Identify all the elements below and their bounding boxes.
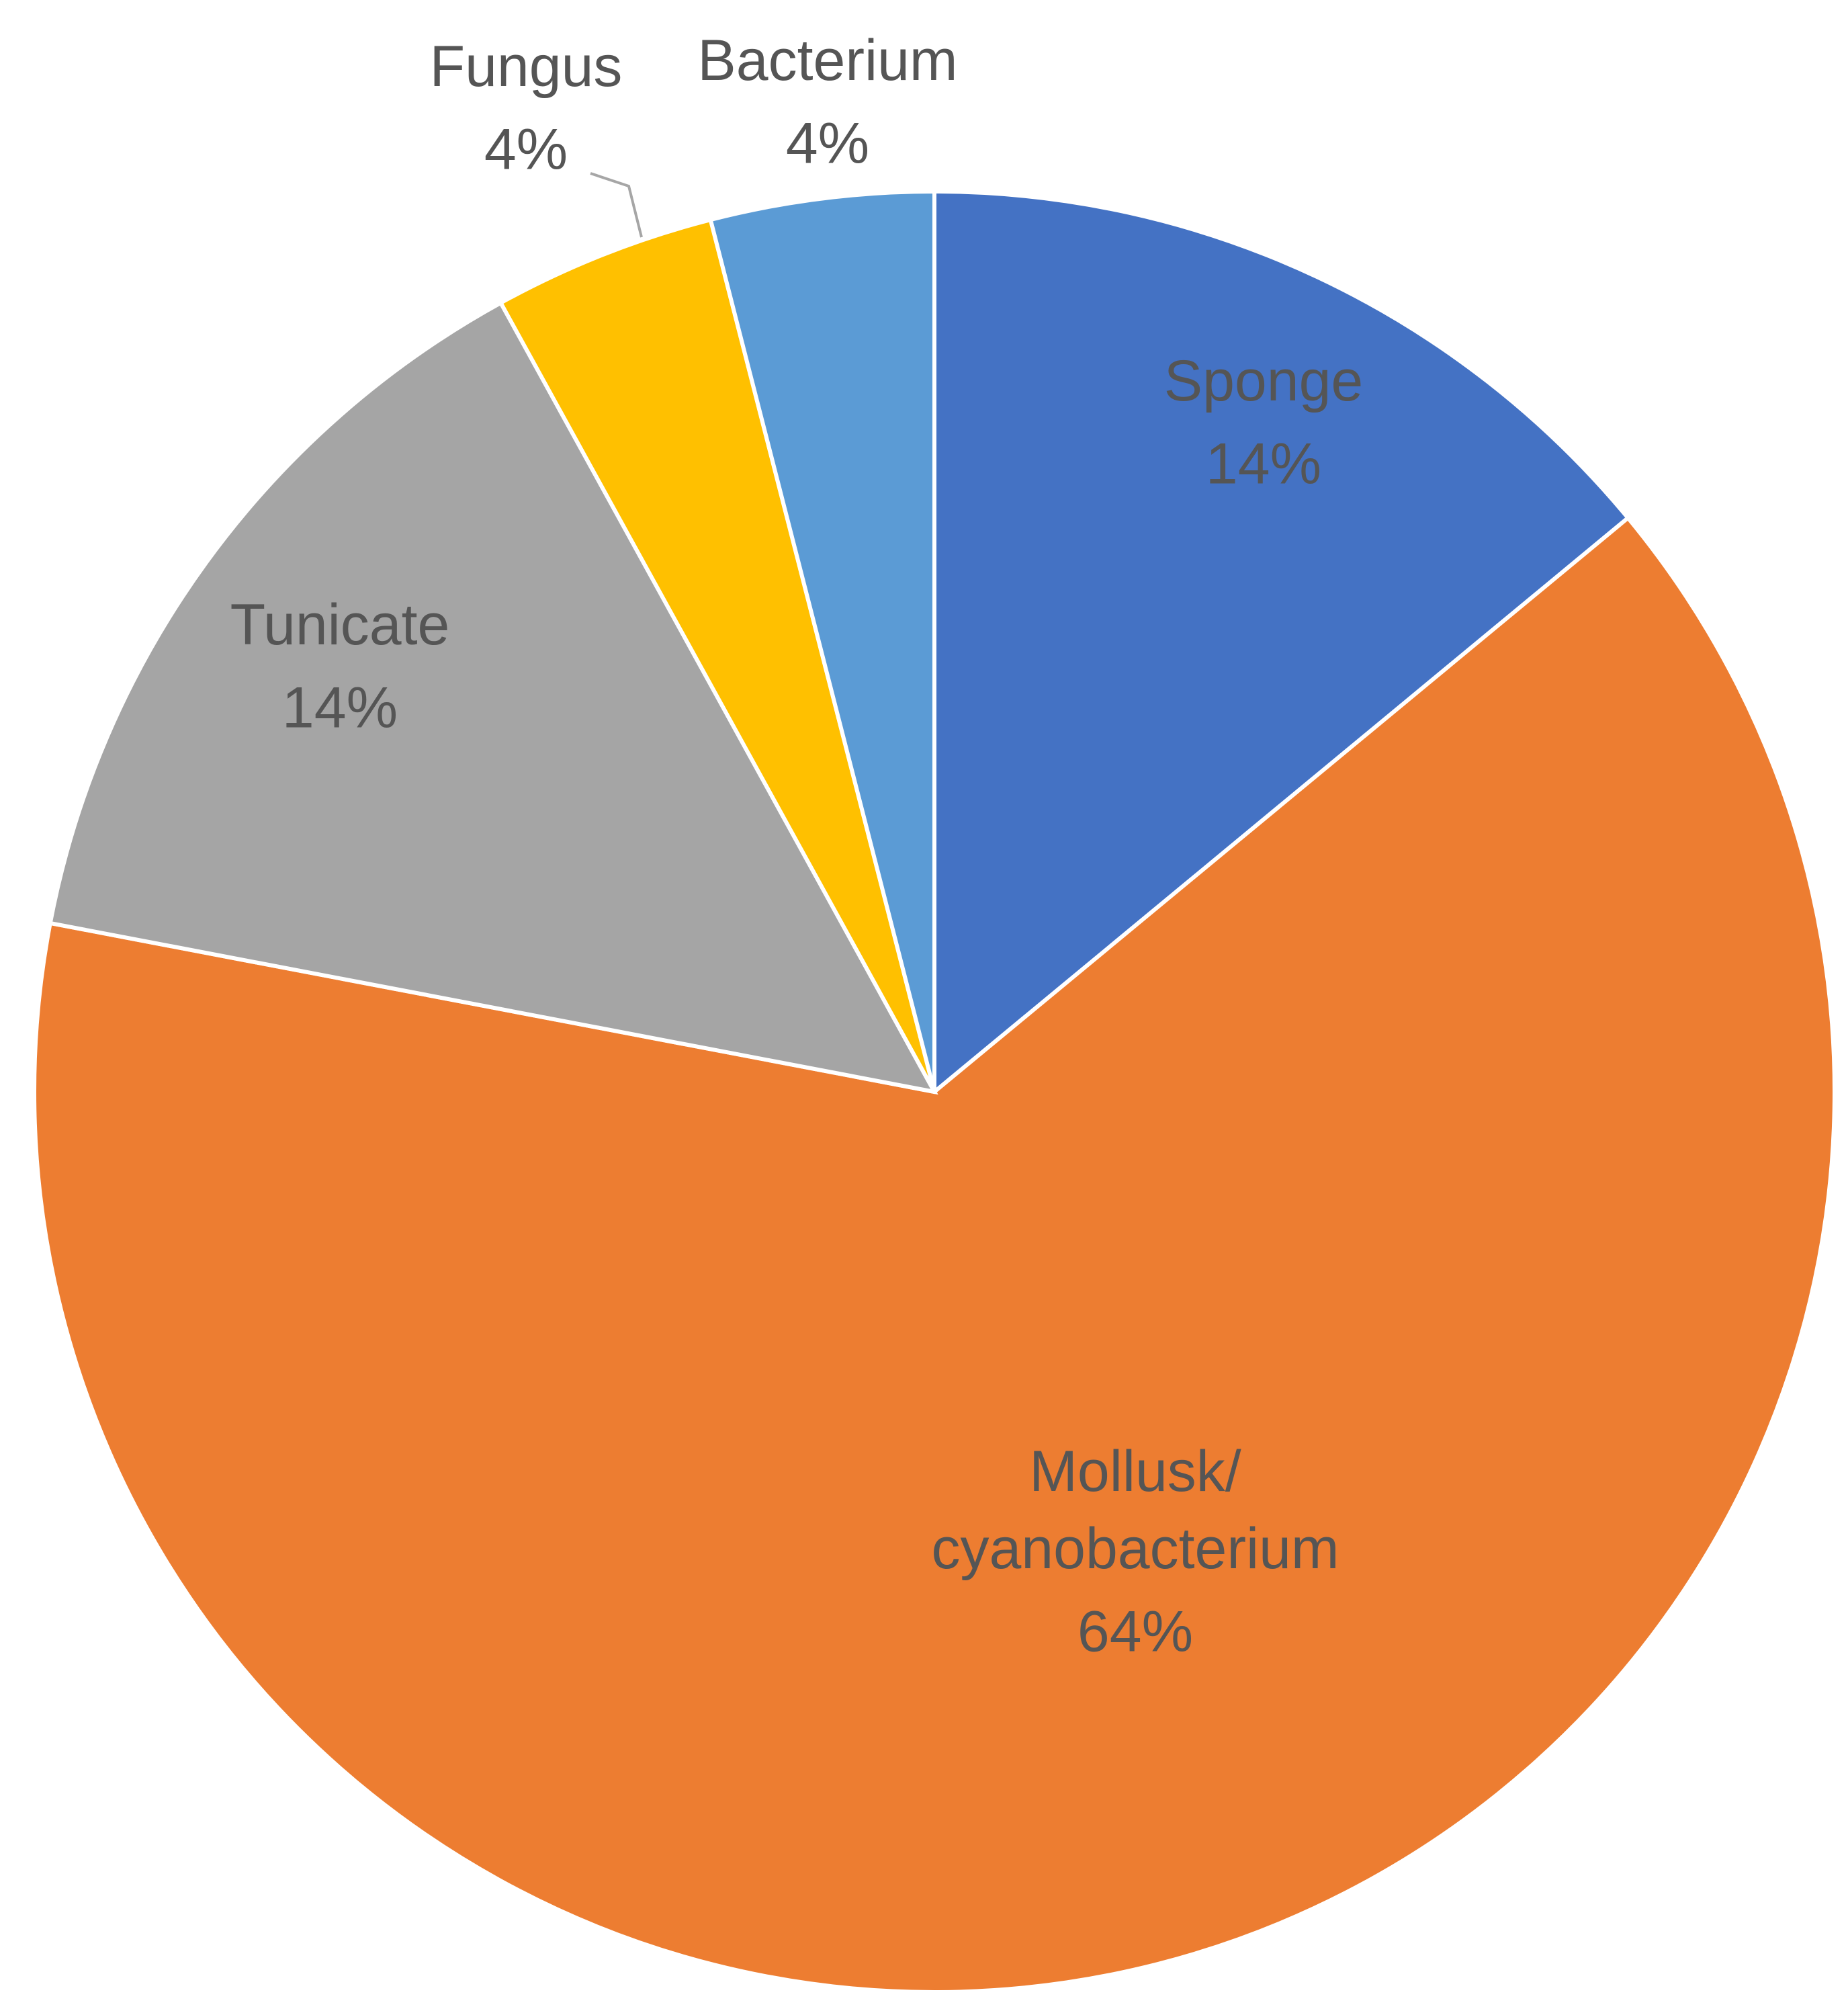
category-label: Bacterium	[697, 28, 957, 93]
value-label: 14%	[282, 676, 398, 740]
pie-slice	[708, 189, 936, 1093]
pie-slice	[932, 189, 1631, 1097]
value-label: 64%	[1077, 1600, 1193, 1664]
category-label: Fungus	[430, 34, 623, 99]
category-label: Tunicate	[230, 593, 450, 657]
category-label: Sponge	[1164, 349, 1364, 413]
leader-line	[590, 172, 643, 238]
pie-slice	[32, 515, 1837, 1994]
pie-slice	[498, 217, 936, 1093]
value-label: 4%	[484, 118, 568, 182]
value-label: 4%	[786, 112, 869, 176]
category-label: Mollusk/cyanobacterium	[931, 1439, 1339, 1581]
value-label: 14%	[1206, 432, 1321, 497]
pie-slice	[48, 300, 938, 1095]
